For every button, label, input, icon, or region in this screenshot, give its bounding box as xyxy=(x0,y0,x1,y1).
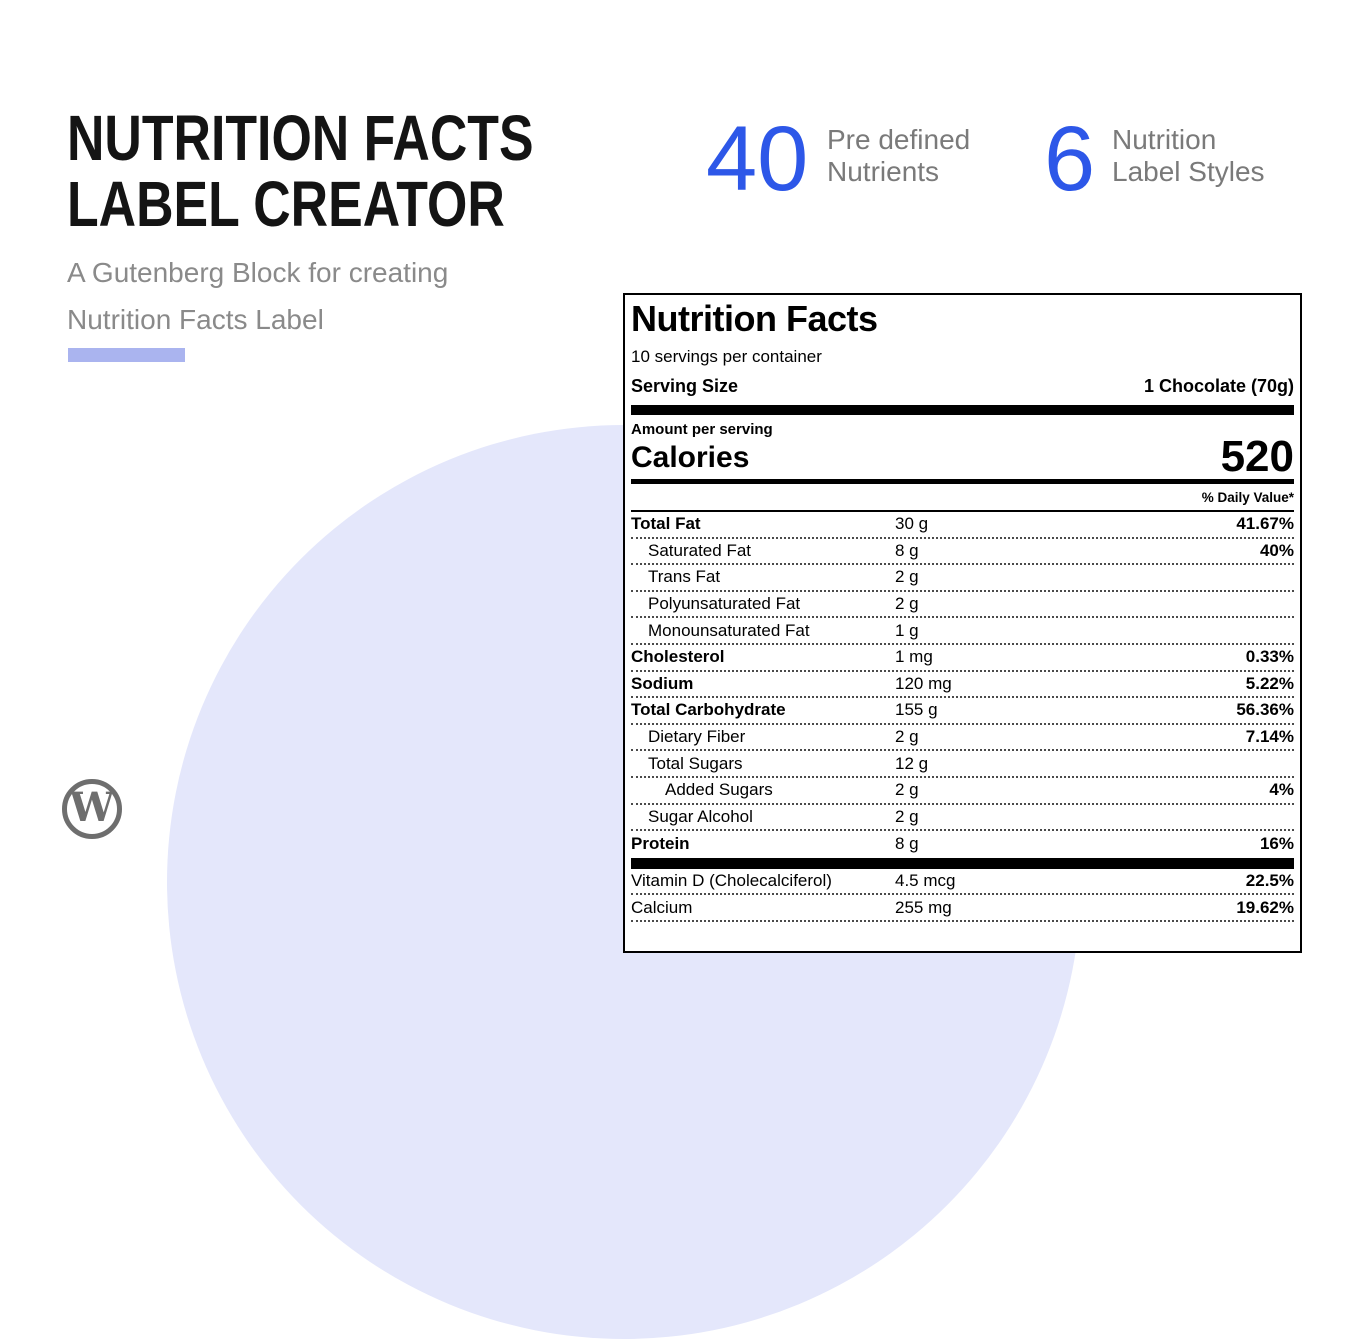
nutrient-amount: 4.5 mcg xyxy=(895,871,956,891)
nutrient-amount: 8 g xyxy=(895,540,919,560)
nutrient-name: Sugar Alcohol xyxy=(648,806,753,826)
nutrient-amount: 1 g xyxy=(895,620,919,640)
serving-size-value: 1 Chocolate (70g) xyxy=(1143,376,1294,396)
stat-label-line: Label Styles xyxy=(1112,156,1265,187)
stat-label-line: Pre defined xyxy=(827,124,971,155)
nutrient-amount: 2 g xyxy=(895,727,919,747)
page-subtitle-line2: Nutrition Facts Label xyxy=(67,304,324,335)
nutrient-dv: 5.22% xyxy=(1245,673,1294,693)
nutrient-name: Total Carbohydrate xyxy=(631,700,786,720)
nutrient-amount: 1 mg xyxy=(895,647,933,667)
nutrient-row-protein: Protein 8 g 16% xyxy=(631,831,1294,858)
nutrient-name: Saturated Fat xyxy=(648,540,752,560)
page-title-line1: NUTRITION FACTS xyxy=(67,101,534,174)
nutrient-amount: 120 mg xyxy=(895,673,952,693)
nutrient-amount: 2 g xyxy=(895,594,919,614)
nutrient-dv: 41.67% xyxy=(1236,514,1294,534)
nutrient-name: Dietary Fiber xyxy=(648,727,746,747)
nutrient-row-monounsaturated-fat: Monounsaturated Fat 1 g xyxy=(631,618,1294,645)
nutrient-amount: 2 g xyxy=(895,780,919,800)
nutrient-amount: 12 g xyxy=(895,753,929,773)
nutrient-name: Protein xyxy=(631,834,690,854)
nutrition-facts-label: Nutrition Facts 10 servings per containe… xyxy=(623,293,1302,953)
nutrient-row-added-sugars: Added Sugars 2 g 4% xyxy=(631,778,1294,805)
nutrient-row-sodium: Sodium 120 mg 5.22% xyxy=(631,672,1294,699)
nutrient-name: Sodium xyxy=(631,673,694,693)
wordpress-logo-icon: W xyxy=(62,779,122,839)
stat-label-line: Nutrition xyxy=(1112,124,1217,155)
nutrient-name: Trans Fat xyxy=(648,567,721,587)
nutrient-name: Vitamin D (Cholecalciferol) xyxy=(631,871,832,891)
nutrient-row-saturated-fat: Saturated Fat 8 g 40% xyxy=(631,539,1294,566)
nutrient-amount: 8 g xyxy=(895,834,919,854)
nutrient-row-vitamin-d: Vitamin D (Cholecalciferol) 4.5 mcg 22.5… xyxy=(631,869,1294,896)
serving-size-label: Serving Size xyxy=(631,376,739,396)
nutrient-name: Polyunsaturated Fat xyxy=(648,594,801,614)
nutrient-dv: 7.14% xyxy=(1245,727,1294,747)
wordpress-w-glyph: W xyxy=(69,784,115,831)
nutrient-name: Total Sugars xyxy=(648,753,743,773)
page-title: NUTRITION FACTS LABEL CREATOR xyxy=(67,105,534,237)
accent-bar xyxy=(68,348,185,362)
nutrient-amount: 2 g xyxy=(895,806,919,826)
nutrient-row-trans-fat: Trans Fat 2 g xyxy=(631,565,1294,592)
nutrient-name: Calcium xyxy=(631,897,693,917)
amount-per-serving: Amount per serving xyxy=(631,421,773,438)
calories-value: 520 xyxy=(1220,432,1294,481)
nutrient-amount: 2 g xyxy=(895,567,919,587)
nutrient-row-sugar-alcohol: Sugar Alcohol 2 g xyxy=(631,805,1294,832)
stat-label-line: Nutrients xyxy=(827,156,940,187)
nutrient-amount: 155 g xyxy=(895,700,938,720)
nutrient-row-total-fat: Total Fat 30 g 41.67% xyxy=(631,512,1294,539)
calories-row: Calories 520 xyxy=(631,432,1294,481)
nutrient-name: Total Fat xyxy=(631,514,701,534)
nutrient-dv: 0.33% xyxy=(1245,647,1294,667)
nutrient-dv: 16% xyxy=(1259,834,1294,854)
nutrient-dv: 56.36% xyxy=(1236,700,1294,720)
nutrient-dv: 19.62% xyxy=(1236,897,1294,917)
serving-size-row: Serving Size 1 Chocolate (70g) xyxy=(631,376,1294,397)
nutrient-row-total-carbohydrate: Total Carbohydrate 155 g 56.36% xyxy=(631,698,1294,725)
calories-label: Calories xyxy=(631,441,750,474)
nutrient-row-dietary-fiber: Dietary Fiber 2 g 7.14% xyxy=(631,725,1294,752)
divider-thick xyxy=(631,857,1294,869)
nutrient-row-calcium: Calcium 255 mg 19.62% xyxy=(631,895,1294,922)
nutrient-name: Added Sugars xyxy=(665,780,773,800)
nutrient-name: Cholesterol xyxy=(631,647,725,667)
stat-label-styles-label: Nutrition Label Styles xyxy=(1112,124,1265,188)
nutrition-facts-title: Nutrition Facts xyxy=(631,298,878,339)
nutrient-name: Monounsaturated Fat xyxy=(648,620,810,640)
stat-predefined-nutrients-count: 40 xyxy=(706,108,809,210)
page-subtitle-line1: A Gutenberg Block for creating xyxy=(67,257,449,288)
nutrient-row-cholesterol: Cholesterol 1 mg 0.33% xyxy=(631,645,1294,672)
nutrient-dv: 4% xyxy=(1269,780,1294,800)
page-title-line2: LABEL CREATOR xyxy=(67,167,505,240)
nutrient-dv: 22.5% xyxy=(1245,871,1294,891)
stat-label-styles-count: 6 xyxy=(1044,108,1096,210)
nutrient-row-polyunsaturated-fat: Polyunsaturated Fat 2 g xyxy=(631,592,1294,619)
divider-thick xyxy=(631,405,1294,415)
daily-value-header: % Daily Value* xyxy=(631,484,1294,512)
divider-medium xyxy=(631,479,1294,484)
nutrient-dv: 40% xyxy=(1259,540,1294,560)
stat-predefined-nutrients-label: Pre defined Nutrients xyxy=(827,124,970,188)
page-subtitle: A Gutenberg Block for creating Nutrition … xyxy=(67,249,448,343)
nutrient-amount: 30 g xyxy=(895,514,929,534)
servings-per-container: 10 servings per container xyxy=(631,347,822,366)
nutrient-row-total-sugars: Total Sugars 12 g xyxy=(631,751,1294,778)
nutrient-amount: 255 mg xyxy=(895,897,952,917)
